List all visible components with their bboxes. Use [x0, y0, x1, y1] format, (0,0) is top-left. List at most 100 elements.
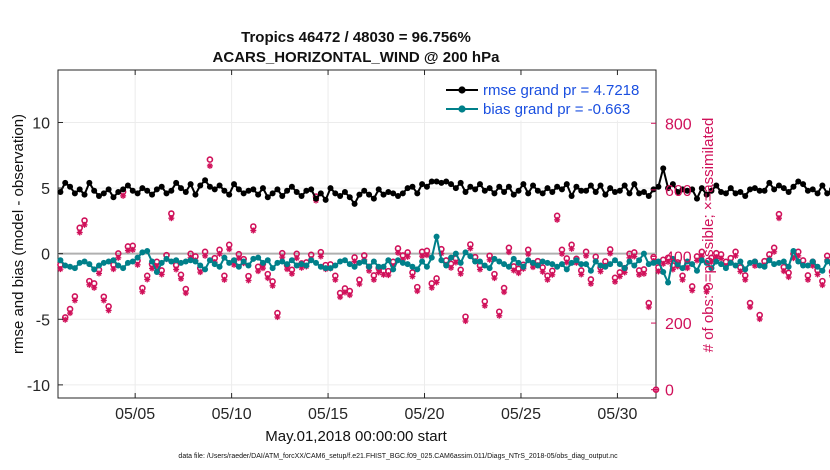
bias-point: [505, 263, 512, 270]
bias-point: [153, 269, 160, 276]
rmse-point: [361, 187, 368, 194]
bias-point: [269, 265, 276, 272]
rmse-point: [761, 187, 768, 194]
bias-point: [583, 261, 590, 268]
bias-point: [448, 254, 455, 261]
asterisk-stroke: [135, 262, 141, 268]
assimilated-obs-marker: [124, 247, 131, 254]
asterisk-stroke: [356, 281, 362, 287]
rmse-point: [216, 182, 223, 189]
assimilated-obs-marker: [177, 275, 184, 282]
bias-point: [515, 259, 522, 266]
asterisk-stroke: [814, 271, 821, 278]
rmse-point: [689, 186, 696, 193]
bias-point: [539, 258, 546, 265]
asterisk-stroke: [752, 263, 758, 269]
assimilated-obs-marker: [433, 279, 440, 286]
rmse-point: [655, 183, 662, 190]
assimilated-obs-marker: [640, 270, 647, 277]
assimilated-obs-marker: [775, 215, 782, 222]
x-tick-label: 05/10: [212, 406, 252, 423]
asterisk-stroke: [699, 253, 705, 259]
assimilated-obs-marker: [539, 268, 546, 275]
rmse-point: [67, 183, 74, 190]
rmse-point: [698, 185, 705, 192]
rmse-point: [57, 189, 64, 196]
bias-point: [399, 259, 406, 266]
y2-axis-label: # of obs: o=possible; ×=assimilated: [700, 118, 717, 353]
rmse-point: [187, 181, 194, 188]
bias-point: [452, 250, 459, 257]
rmse-point: [496, 183, 503, 190]
rmse-point: [177, 185, 184, 192]
bias-point: [602, 263, 609, 270]
bias-point: [476, 258, 483, 265]
asterisk-stroke: [207, 163, 213, 169]
asterisk-stroke: [337, 294, 343, 300]
asterisk-stroke: [284, 266, 290, 272]
assimilated-obs-marker: [554, 216, 561, 223]
rmse-point: [472, 186, 479, 193]
bias-point: [496, 258, 503, 265]
bias-point: [563, 266, 570, 273]
rmse-point: [631, 181, 638, 188]
y2-tick-label: 800: [665, 116, 692, 133]
bias-point: [616, 261, 623, 268]
assimilated-obs-marker: [62, 316, 69, 323]
y-axis-right-ticks: 0 200 400 600 800: [651, 116, 692, 400]
rmse-point: [211, 186, 218, 193]
rmse-point: [144, 187, 151, 194]
assimilated-obs-marker: [255, 268, 262, 275]
asterisk-stroke: [265, 275, 271, 281]
asterisk-stroke: [559, 251, 565, 257]
asterisk-stroke: [434, 279, 440, 286]
assimilated-obs-marker: [129, 246, 136, 253]
rmse-point: [351, 200, 358, 207]
rmse-point: [153, 186, 160, 193]
rmse-point: [332, 190, 339, 197]
rmse-point: [308, 186, 315, 193]
bias-point: [433, 233, 440, 240]
asterisk-stroke: [597, 268, 604, 275]
asterisk-stroke: [115, 255, 121, 261]
rmse-point: [771, 186, 778, 193]
bias-point: [780, 258, 787, 265]
assimilated-obs-marker: [501, 289, 508, 296]
bias-point: [67, 263, 74, 270]
rmse-point: [298, 192, 305, 199]
assimilated-obs-marker: [81, 221, 88, 228]
asterisk-stroke: [159, 271, 165, 278]
bias-point: [105, 258, 112, 265]
assimilated-obs-marker: [597, 268, 604, 275]
asterisk-stroke: [684, 265, 690, 271]
bias-point: [346, 261, 353, 268]
assimilated-obs-marker: [76, 229, 83, 236]
asterisk-stroke: [511, 267, 517, 274]
bias-point: [708, 265, 715, 272]
assimilated-obs-marker: [636, 271, 643, 278]
asterisk-stroke: [737, 268, 743, 275]
asterisk-stroke: [776, 215, 782, 221]
rmse-point: [544, 185, 551, 192]
bias-point: [327, 265, 334, 272]
rmse-point: [819, 182, 826, 189]
assimilated-obs-marker: [375, 269, 382, 276]
assimilated-obs-marker: [221, 276, 228, 283]
assimilated-obs-marker: [250, 227, 257, 234]
asterisk-stroke: [487, 257, 493, 263]
bias-point: [423, 263, 430, 270]
asterisk-stroke: [491, 275, 498, 281]
rmse-point: [163, 190, 170, 197]
bias-point: [124, 259, 131, 266]
rmse-point: [669, 181, 676, 188]
bias-point: [375, 263, 382, 270]
asterisk-stroke: [173, 266, 179, 273]
asterisk-stroke: [458, 271, 464, 277]
assimilated-obs-marker: [332, 276, 339, 283]
asterisk-stroke: [569, 246, 575, 252]
rmse-point: [438, 179, 445, 186]
rmse-point: [124, 182, 131, 189]
bias-point: [216, 263, 223, 270]
bias-point: [259, 259, 266, 266]
